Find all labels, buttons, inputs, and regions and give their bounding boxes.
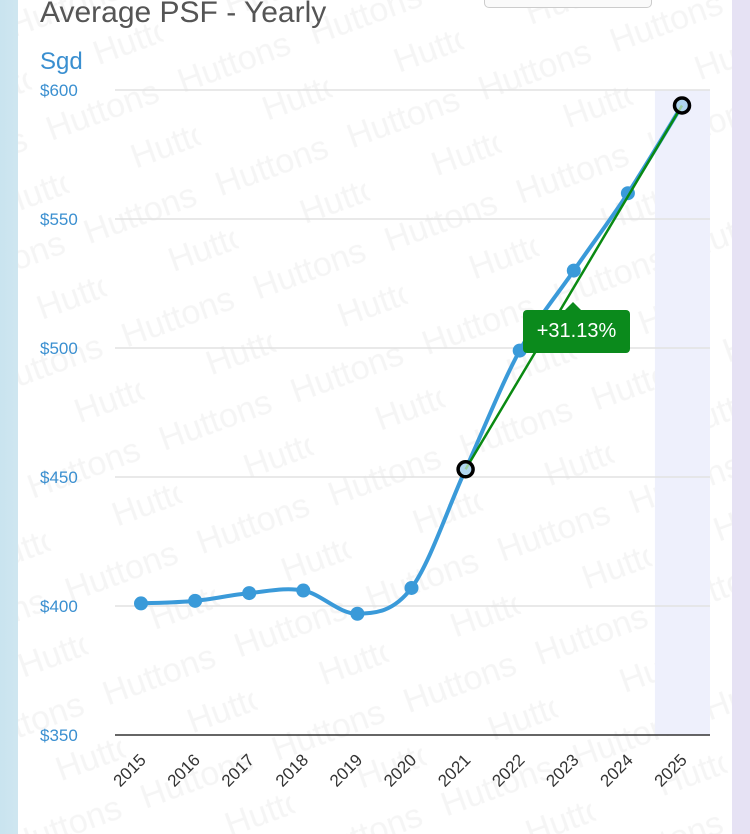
y-tick-label: $500 [40,339,78,358]
data-point [404,580,419,595]
highlight-band [654,90,710,735]
y-tick-label: $450 [40,468,78,487]
unit-label: Sgd [40,48,83,75]
data-point [134,596,148,611]
period-toggle-button[interactable] [484,0,652,8]
chart-title: Average PSF - Yearly [40,0,327,29]
trend-line [464,104,684,470]
data-point [188,593,203,608]
data-point [350,606,365,621]
y-tick-label: $550 [40,210,78,229]
trend-tooltip: +31.13% [523,302,630,353]
watermark [18,0,732,834]
y-tick-label: $400 [40,597,78,616]
trend-endpoint-marker [672,96,692,115]
y-tick-label: $350 [40,726,78,745]
trend-endpoint-marker [456,460,475,479]
y-tick-label: $600 [40,81,78,100]
data-point [242,586,257,601]
data-point [566,263,581,278]
data-point [296,583,311,598]
